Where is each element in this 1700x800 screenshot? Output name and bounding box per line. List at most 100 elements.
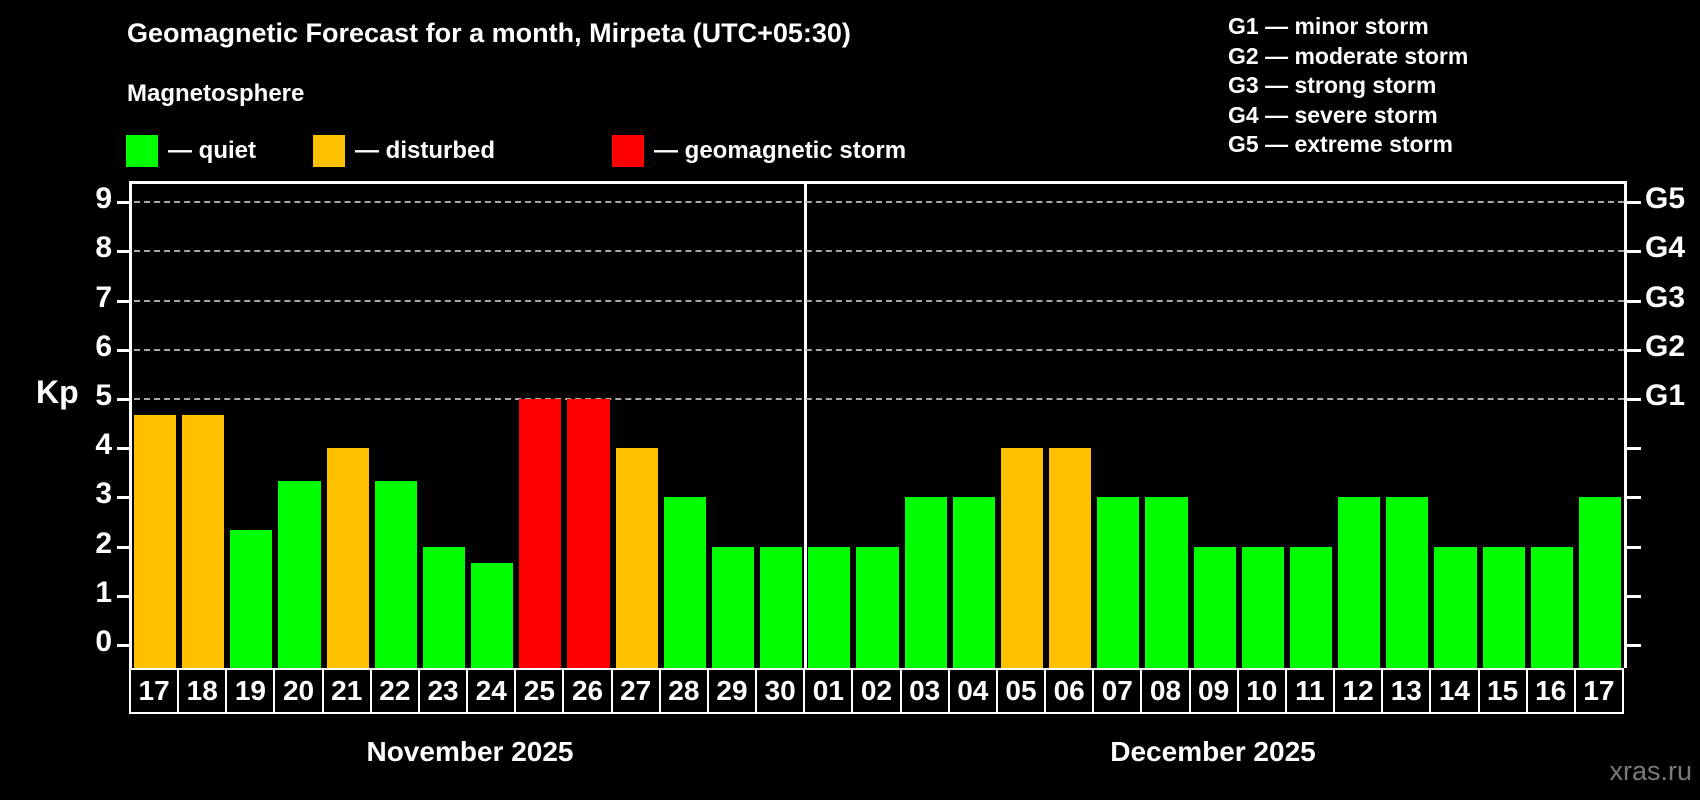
- g-scale-legend: G1 — minor storm G2 — moderate storm G3 …: [1228, 12, 1468, 160]
- day-label-12-29: 29: [706, 668, 758, 714]
- y-axis-title: Kp: [36, 374, 79, 410]
- y-tick-label-2: 2: [95, 526, 112, 560]
- day-label-2-19: 19: [225, 668, 276, 714]
- kp-bar-9-day-26: [567, 399, 610, 668]
- kp-bar-14-day-01: [808, 546, 851, 668]
- g4-legend-line: G4 — severe storm: [1228, 101, 1438, 128]
- right-tick-2: [1627, 545, 1641, 549]
- day-label-30-17: 17: [1573, 668, 1624, 714]
- right-axis-line: [1624, 181, 1627, 668]
- left-tick-1: [117, 594, 131, 598]
- g1-legend-line: G1 — minor storm: [1228, 13, 1429, 39]
- gridline-kp9: [134, 201, 1624, 204]
- g2-legend-line: G2 — moderate storm: [1228, 42, 1469, 69]
- right-tick-1: [1627, 594, 1641, 598]
- kp-bar-0-day-17: [134, 415, 177, 668]
- kp-bar-25-day-12: [1338, 497, 1381, 668]
- gridline-kp7: [134, 299, 1624, 302]
- left-tick-5: [117, 398, 131, 401]
- subtitle-magnetosphere: Magnetosphere: [127, 80, 305, 107]
- g-axis-label-g3: G3: [1645, 280, 1686, 314]
- y-tick-label-4: 4: [95, 428, 112, 462]
- storm-swatch: [612, 135, 644, 167]
- day-label-1-18: 18: [177, 668, 228, 714]
- right-tick-6: [1627, 348, 1641, 352]
- day-label-7-24: 24: [466, 668, 517, 714]
- legend-label-quiet: — quiet: [168, 137, 256, 164]
- kp-bar-18-day-05: [1000, 448, 1044, 668]
- kp-bar-2-day-19: [230, 530, 273, 668]
- gridline-kp5: [134, 398, 1624, 400]
- left-tick-4: [117, 447, 131, 451]
- y-tick-label-6: 6: [95, 329, 112, 363]
- day-label-18-05: 05: [995, 668, 1047, 714]
- kp-bar-16-day-03: [904, 497, 947, 668]
- kp-bar-17-day-04: [952, 497, 995, 668]
- page-title: Geomagnetic Forecast for a month, Mirpet…: [127, 18, 851, 48]
- day-label-5-22: 22: [369, 668, 420, 714]
- g-axis-label-g1: G1: [1645, 379, 1686, 412]
- disturbed-swatch: [313, 135, 345, 167]
- left-tick-2: [117, 545, 131, 549]
- day-label-10-27: 27: [610, 668, 661, 714]
- day-label-27-14: 14: [1429, 668, 1480, 714]
- y-tick-label-0: 0: [95, 625, 112, 658]
- g-axis-label-g5: G5: [1645, 182, 1686, 216]
- right-tick-4: [1627, 447, 1641, 451]
- day-label-0-17: 17: [129, 668, 180, 714]
- g-axis-label-g2: G2: [1645, 329, 1686, 363]
- right-tick-0: [1627, 644, 1641, 647]
- kp-bar-7-day-24: [471, 562, 514, 668]
- kp-bar-10-day-27: [615, 448, 658, 668]
- day-label-15-02: 02: [851, 668, 902, 714]
- kp-bar-22-day-09: [1193, 546, 1236, 668]
- day-label-23-10: 10: [1236, 668, 1287, 714]
- day-label-21-08: 08: [1140, 668, 1191, 714]
- legend-item-disturbed: — disturbed: [313, 135, 495, 167]
- day-label-3-20: 20: [273, 668, 324, 714]
- day-label-20-07: 07: [1092, 668, 1143, 714]
- day-label-8-25: 25: [514, 668, 565, 714]
- watermark-xras: xras.ru: [1609, 756, 1692, 786]
- top-axis-line: [129, 181, 1627, 184]
- left-tick-8: [117, 250, 131, 254]
- g5-legend-line: G5 — extreme storm: [1228, 131, 1453, 157]
- quiet-swatch: [126, 135, 158, 167]
- left-tick-0: [117, 644, 131, 647]
- y-tick-label-1: 1: [95, 575, 112, 609]
- left-tick-9: [117, 201, 131, 205]
- right-tick-8: [1627, 250, 1641, 254]
- kp-bar-11-day-28: [663, 497, 706, 668]
- kp-bar-6-day-23: [422, 546, 466, 668]
- kp-bar-3-day-20: [278, 481, 321, 668]
- kp-bar-13-day-30: [760, 546, 803, 668]
- day-label-28-15: 15: [1477, 668, 1528, 714]
- day-label-14-01: 01: [803, 668, 854, 714]
- kp-bar-23-day-10: [1241, 546, 1284, 668]
- day-label-13-30: 30: [755, 668, 806, 714]
- left-tick-6: [117, 348, 131, 352]
- g-axis-label-g4: G4: [1645, 231, 1686, 265]
- day-label-17-04: 04: [947, 668, 998, 714]
- day-label-24-11: 11: [1284, 668, 1336, 714]
- kp-bar-29-day-16: [1530, 546, 1573, 668]
- month-separator-line: [804, 183, 807, 668]
- day-label-25-12: 12: [1333, 668, 1384, 714]
- kp-bar-28-day-15: [1482, 546, 1525, 668]
- left-axis-line: [129, 181, 132, 668]
- day-label-26-13: 13: [1381, 668, 1432, 714]
- day-label-4-21: 21: [321, 668, 372, 714]
- kp-bar-26-day-13: [1386, 497, 1429, 668]
- right-tick-9: [1627, 201, 1641, 205]
- kp-bar-20-day-07: [1097, 497, 1140, 668]
- kp-bar-1-day-18: [182, 415, 225, 668]
- legend-item-quiet: — quiet: [126, 135, 256, 167]
- y-tick-label-9: 9: [95, 182, 112, 216]
- day-label-11-28: 28: [658, 668, 709, 714]
- left-tick-7: [117, 299, 131, 303]
- kp-bar-12-day-29: [711, 546, 755, 668]
- day-label-16-03: 03: [899, 668, 950, 714]
- legend-label-storm: — geomagnetic storm: [654, 137, 907, 164]
- g3-legend-line: G3 — strong storm: [1228, 72, 1437, 98]
- gridline-kp6: [134, 348, 1624, 351]
